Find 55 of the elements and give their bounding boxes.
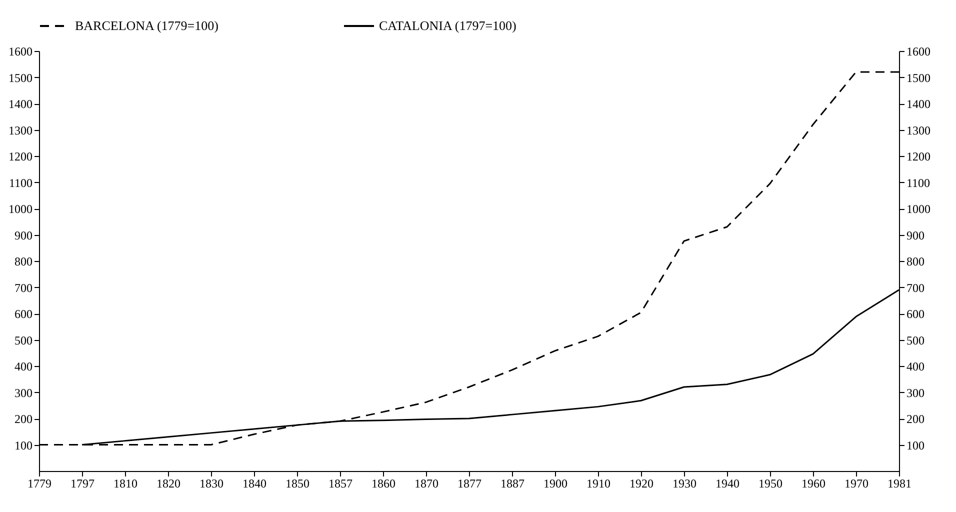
y2-tick-label: 100 [906, 438, 924, 452]
y-tick-label: 200 [14, 412, 32, 426]
y2-tick-label: 600 [906, 307, 924, 321]
y-tick-label: 800 [14, 254, 32, 268]
y-tick-label: 1000 [8, 202, 32, 216]
x-tick-label: 1840 [242, 476, 266, 490]
y-tick-label: 500 [14, 333, 32, 348]
y2-tick-label: 500 [906, 333, 924, 348]
y2-tick-label: 1200 [906, 150, 930, 164]
x-tick-label: 1900 [544, 476, 568, 490]
x-tick-label: 1920 [630, 476, 654, 490]
x-tick-label: 1950 [758, 476, 782, 490]
y-tick-label: 1200 [8, 150, 32, 164]
y-tick-label: 400 [14, 360, 32, 374]
x-tick-label: 1981 [888, 476, 912, 490]
x-tick-label: 1797 [70, 476, 94, 490]
x-tick-label: 1960 [802, 476, 826, 490]
y-tick-label: 700 [14, 280, 32, 295]
x-tick-label: 1910 [586, 476, 610, 490]
x-tick-label: 1940 [716, 476, 740, 490]
y2-tick-label: 300 [906, 386, 924, 400]
x-tick-label: 1877 [458, 476, 482, 490]
x-tick-label: 1930 [672, 476, 696, 490]
y-tick-label: 1400 [8, 97, 32, 111]
x-tick-label: 1970 [844, 476, 868, 490]
y2-tick-label: 900 [906, 228, 924, 242]
x-tick-label: 1857 [328, 476, 352, 490]
y2-tick-label: 1400 [906, 97, 930, 111]
y2-tick-label: 1500 [906, 70, 930, 85]
legend-label: BARCELONA (1779=100) [75, 18, 218, 33]
y-tick-label: 1100 [8, 176, 32, 190]
y2-tick-label: 1000 [906, 202, 930, 216]
x-tick-label: 1860 [372, 476, 396, 490]
y-tick-label: 1300 [8, 123, 32, 138]
legend-label: CATALONIA (1797=100) [379, 18, 516, 33]
x-tick-label: 1820 [156, 476, 180, 490]
y2-tick-label: 1600 [906, 44, 930, 58]
y-tick-label: 100 [14, 438, 32, 452]
y-tick-label: 300 [14, 386, 32, 400]
y2-tick-label: 400 [906, 360, 924, 374]
x-tick-label: 1850 [286, 476, 310, 490]
y2-tick-label: 700 [906, 280, 924, 295]
y-tick-label: 1500 [8, 70, 32, 85]
x-tick-label: 1870 [414, 476, 438, 490]
y2-tick-label: 800 [906, 254, 924, 268]
x-tick-label: 1779 [28, 476, 52, 490]
x-tick-label: 1810 [114, 476, 138, 490]
y2-tick-label: 200 [906, 412, 924, 426]
y2-tick-label: 1300 [906, 123, 930, 138]
y-tick-label: 900 [14, 228, 32, 242]
y2-tick-label: 1100 [906, 176, 930, 190]
x-tick-label: 1830 [200, 476, 224, 490]
y-tick-label: 600 [14, 307, 32, 321]
x-tick-label: 1887 [500, 476, 524, 490]
y-tick-label: 1600 [8, 44, 32, 58]
